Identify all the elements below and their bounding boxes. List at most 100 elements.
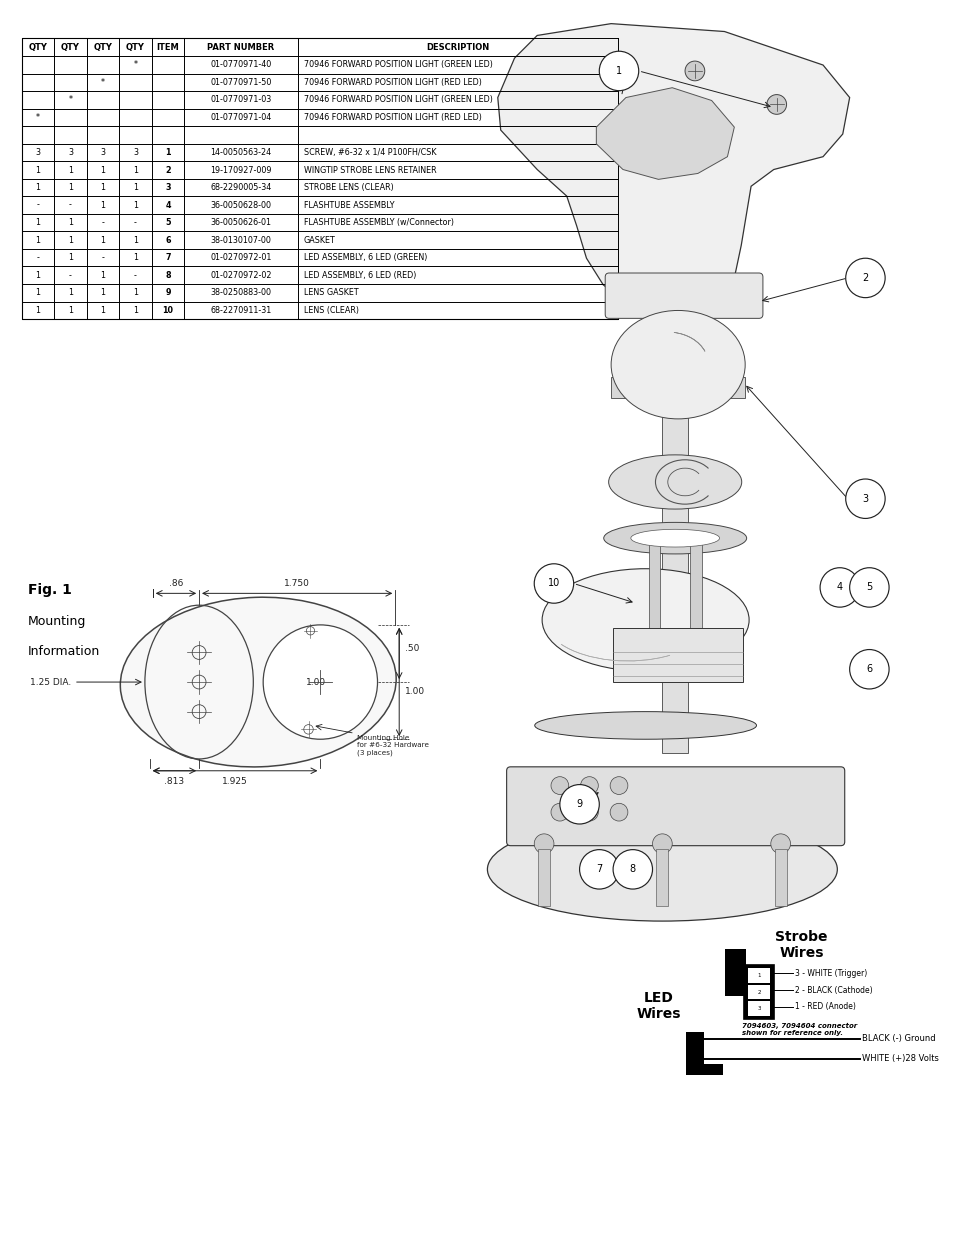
Circle shape	[652, 834, 672, 853]
Circle shape	[551, 777, 568, 794]
Circle shape	[534, 834, 554, 853]
Text: 1: 1	[132, 306, 138, 315]
Text: 1: 1	[100, 270, 106, 280]
Text: .50: .50	[405, 643, 419, 653]
Text: 1 - RED (Anode): 1 - RED (Anode)	[795, 1003, 856, 1011]
Text: PART NUMBER: PART NUMBER	[207, 43, 274, 52]
Ellipse shape	[611, 310, 744, 419]
Text: 1.00: 1.00	[306, 678, 326, 687]
Text: LENS (CLEAR): LENS (CLEAR)	[303, 306, 358, 315]
Text: 36-0050628-00: 36-0050628-00	[211, 200, 272, 210]
Circle shape	[849, 568, 888, 608]
Text: 3: 3	[68, 148, 72, 157]
Circle shape	[844, 479, 884, 519]
Text: 3 - WHITE (Trigger): 3 - WHITE (Trigger)	[795, 968, 867, 978]
Text: LED ASSEMBLY, 6 LED (GREEN): LED ASSEMBLY, 6 LED (GREEN)	[303, 253, 427, 262]
Text: QTY: QTY	[126, 43, 145, 52]
Text: Strobe
Wires: Strobe Wires	[774, 930, 827, 961]
Text: 1: 1	[68, 306, 72, 315]
Text: Fig. 1: Fig. 1	[28, 583, 71, 598]
Text: Mounting Hole
for #6-32 Hardware
(3 places): Mounting Hole for #6-32 Hardware (3 plac…	[356, 735, 428, 756]
Text: -: -	[36, 253, 39, 262]
Circle shape	[580, 803, 598, 821]
Text: 1: 1	[35, 288, 40, 298]
FancyBboxPatch shape	[604, 273, 762, 319]
Text: -: -	[69, 270, 71, 280]
Text: 1.925: 1.925	[222, 777, 248, 785]
Ellipse shape	[487, 818, 837, 921]
Text: -: -	[134, 270, 137, 280]
Text: *: *	[133, 61, 137, 69]
Text: LED ASSEMBLY, 6 LED (RED): LED ASSEMBLY, 6 LED (RED)	[303, 270, 416, 280]
Circle shape	[844, 258, 884, 298]
Circle shape	[766, 95, 786, 115]
Text: 10: 10	[162, 306, 173, 315]
Bar	[685, 1032, 703, 1076]
Text: 01-0770971-03: 01-0770971-03	[211, 95, 272, 104]
Text: 1: 1	[35, 270, 40, 280]
Text: STROBE LENS (CLEAR): STROBE LENS (CLEAR)	[303, 183, 393, 193]
Bar	[22, 38, 618, 319]
Circle shape	[770, 834, 790, 853]
Text: 2: 2	[862, 273, 867, 283]
Text: FLASHTUBE ASSEMBLY: FLASHTUBE ASSEMBLY	[303, 200, 394, 210]
Text: WHITE (+)28 Volts: WHITE (+)28 Volts	[862, 1055, 939, 1063]
Text: 38-0130107-00: 38-0130107-00	[211, 236, 272, 245]
Text: Mounting: Mounting	[28, 615, 86, 629]
Circle shape	[610, 803, 627, 821]
Text: *: *	[36, 112, 40, 122]
Text: 1: 1	[100, 306, 106, 315]
Bar	[611, 377, 744, 398]
Text: 2: 2	[757, 989, 760, 994]
Text: 1: 1	[132, 165, 138, 174]
Text: 1: 1	[100, 183, 106, 193]
Circle shape	[610, 777, 627, 794]
Circle shape	[579, 850, 618, 889]
Text: 1: 1	[100, 288, 106, 298]
Text: 7: 7	[596, 864, 601, 874]
Text: 14-0050563-24: 14-0050563-24	[211, 148, 272, 157]
Text: 3: 3	[862, 494, 867, 504]
Circle shape	[598, 51, 639, 90]
Text: -: -	[36, 200, 39, 210]
Text: 1: 1	[757, 973, 760, 978]
Circle shape	[534, 564, 573, 603]
Ellipse shape	[120, 598, 395, 767]
Bar	[724, 950, 745, 997]
Text: 10: 10	[547, 578, 559, 589]
Text: 3: 3	[132, 148, 138, 157]
Text: WINGTIP STROBE LENS RETAINER: WINGTIP STROBE LENS RETAINER	[303, 165, 436, 174]
Text: 68-2290005-34: 68-2290005-34	[211, 183, 272, 193]
Text: 01-0770971-40: 01-0770971-40	[211, 61, 272, 69]
Bar	[747, 968, 769, 983]
Text: 70946 FORWARD POSITION LIGHT (GREEN LED): 70946 FORWARD POSITION LIGHT (GREEN LED)	[303, 95, 492, 104]
Circle shape	[551, 803, 568, 821]
PathPatch shape	[497, 23, 849, 311]
Text: 1: 1	[100, 200, 106, 210]
Circle shape	[849, 650, 888, 689]
Text: QTY: QTY	[29, 43, 48, 52]
Circle shape	[820, 568, 859, 608]
Text: 1: 1	[35, 165, 40, 174]
Bar	[743, 965, 773, 1019]
Text: 8: 8	[629, 864, 636, 874]
Bar	[747, 984, 769, 999]
Text: 1.25 DIA.: 1.25 DIA.	[30, 678, 71, 687]
Text: 4: 4	[836, 583, 842, 593]
Text: 5: 5	[865, 583, 872, 593]
Circle shape	[684, 61, 704, 80]
Text: 70946 FORWARD POSITION LIGHT (GREEN LED): 70946 FORWARD POSITION LIGHT (GREEN LED)	[303, 61, 492, 69]
Text: 1: 1	[68, 236, 72, 245]
Bar	[774, 848, 786, 905]
Text: 70946 FORWARD POSITION LIGHT (RED LED): 70946 FORWARD POSITION LIGHT (RED LED)	[303, 78, 481, 86]
Text: GASKET: GASKET	[303, 236, 335, 245]
Bar	[747, 1002, 769, 1016]
Text: 19-170927-009: 19-170927-009	[210, 165, 272, 174]
Text: 9: 9	[576, 799, 582, 809]
Text: ITEM: ITEM	[156, 43, 179, 52]
Text: 1: 1	[35, 236, 40, 245]
Text: 3: 3	[165, 183, 171, 193]
Text: 68-2270911-31: 68-2270911-31	[211, 306, 272, 315]
Text: DESCRIPTION: DESCRIPTION	[426, 43, 489, 52]
Text: 01-0270972-01: 01-0270972-01	[210, 253, 272, 262]
